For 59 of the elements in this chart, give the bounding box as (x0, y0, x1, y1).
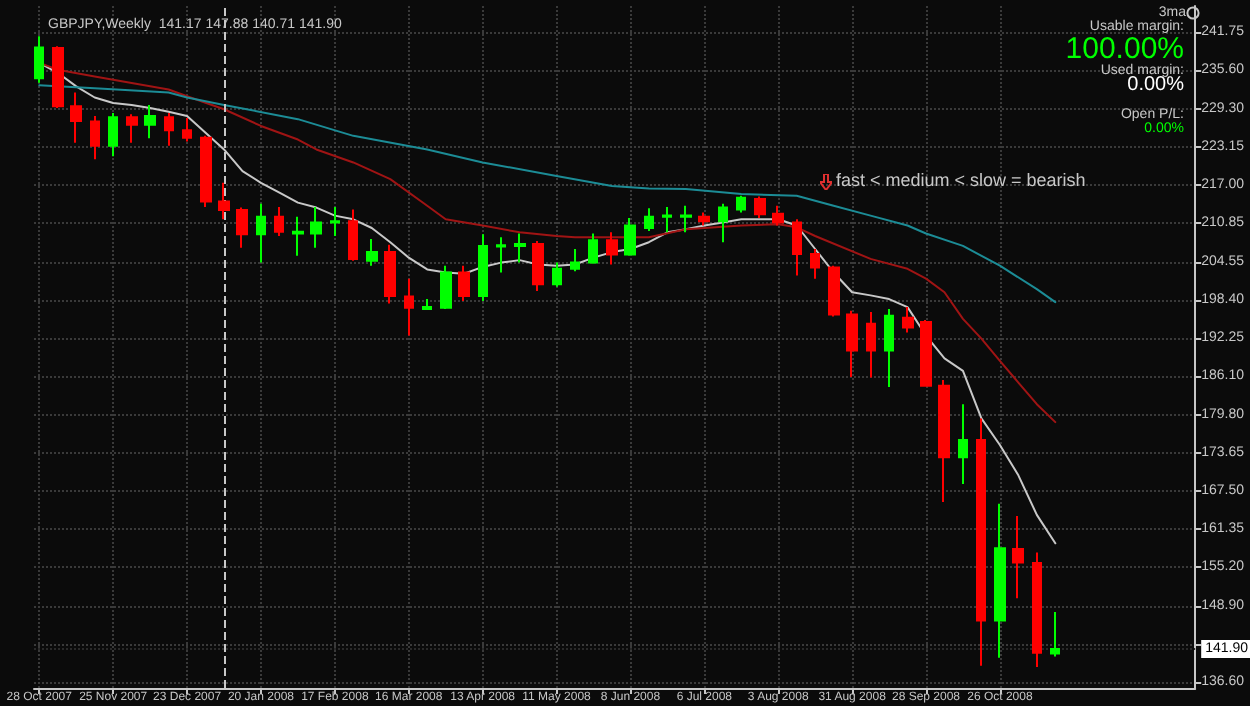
candlestick (330, 205, 340, 238)
candlestick (422, 298, 432, 311)
candlestick (644, 207, 654, 233)
candlestick (866, 311, 876, 379)
candlestick (736, 194, 746, 214)
candlestick (718, 202, 728, 244)
candlestick (34, 35, 44, 84)
candlestick (828, 264, 840, 318)
candlestick (588, 232, 598, 265)
candlestick (532, 239, 544, 293)
candlestick (958, 403, 968, 485)
candlestick (976, 417, 986, 667)
candlestick (70, 91, 82, 144)
candlestick (994, 502, 1006, 659)
candlestick (292, 215, 304, 257)
candlestick (404, 277, 414, 337)
annotation: 100.00% (1065, 32, 1184, 66)
candlestick (274, 205, 284, 238)
candlestick (1012, 515, 1024, 600)
candlestick (366, 238, 378, 267)
candlestick (624, 217, 636, 257)
candlestick (90, 115, 100, 161)
candlestick (570, 248, 580, 273)
candlestick (698, 211, 710, 227)
candlestick (606, 231, 618, 266)
candlestick (662, 205, 672, 234)
candlestick (754, 195, 766, 220)
candlestick (772, 204, 784, 227)
candlestick (792, 218, 802, 277)
candlestick (144, 103, 156, 140)
candlestick (680, 204, 692, 234)
candlestick (52, 45, 64, 110)
candlestick (810, 248, 820, 280)
candlestick (552, 261, 562, 288)
candlestick (514, 232, 526, 264)
candlestick (938, 379, 950, 503)
candlestick (458, 264, 470, 302)
candlestick (218, 181, 230, 221)
candlestick (164, 111, 174, 147)
candlestick (256, 202, 266, 264)
candlestick (310, 205, 322, 249)
candlestick (1050, 611, 1060, 658)
candlestick (496, 236, 506, 274)
candlestick (920, 319, 932, 387)
annotation: fast < medium < slow = bearish (836, 170, 1086, 190)
candlestick (884, 307, 894, 388)
candlestick (348, 208, 358, 262)
annotation: 0.00% (1127, 74, 1184, 96)
candlestick (126, 113, 138, 144)
candlestick (182, 116, 192, 143)
candlestick (236, 206, 248, 249)
candlestick (200, 134, 212, 208)
candlestick (846, 309, 858, 378)
candlestick (384, 243, 396, 305)
candlestick (1032, 551, 1042, 668)
candlestick (440, 264, 452, 310)
candlestick (478, 233, 488, 302)
candlestick (902, 306, 914, 334)
candlestick (108, 111, 118, 158)
